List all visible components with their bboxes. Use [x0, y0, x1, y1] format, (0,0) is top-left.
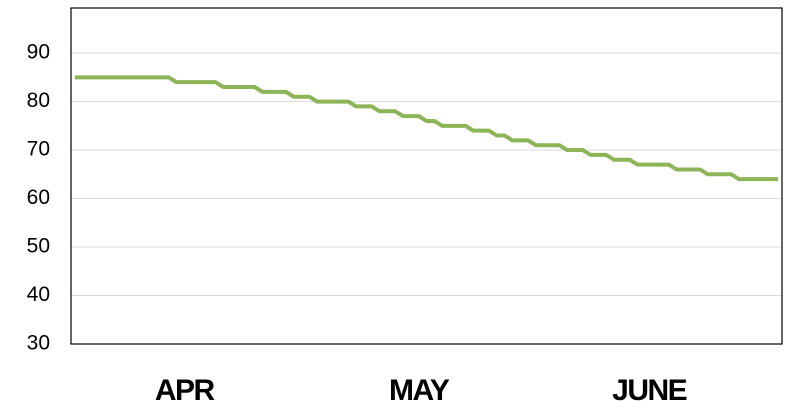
- y-tick-label: 60: [27, 186, 50, 209]
- y-tick-label: 30: [27, 332, 50, 355]
- y-tick-label: 50: [27, 235, 50, 258]
- data-line: [74, 75, 779, 182]
- y-tick-label: 90: [27, 41, 50, 64]
- y-tick-label: 80: [27, 89, 50, 112]
- x-tick-label: APR: [155, 374, 216, 407]
- x-tick-label: MAY: [389, 374, 450, 407]
- y-tick-label: 70: [27, 138, 50, 161]
- x-tick-label: JUNE: [612, 374, 687, 407]
- y-tick-label: 40: [27, 283, 50, 306]
- plot-frame: [70, 7, 783, 345]
